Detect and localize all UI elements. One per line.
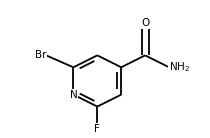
Text: NH$_2$: NH$_2$	[169, 60, 190, 74]
Text: O: O	[141, 18, 149, 28]
Text: Br: Br	[35, 50, 46, 60]
Text: N: N	[70, 90, 77, 100]
Text: F: F	[94, 124, 100, 134]
